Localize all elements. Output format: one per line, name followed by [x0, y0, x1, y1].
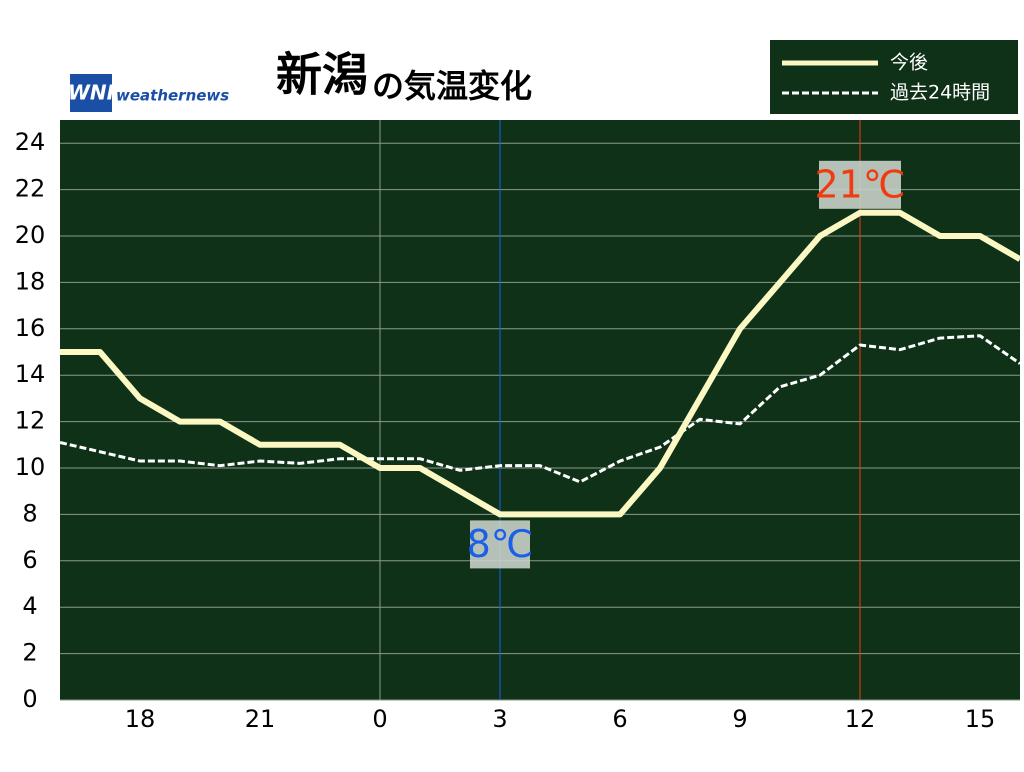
y-tick-label: 20 — [15, 221, 46, 249]
logo-mark: WNI — [68, 81, 115, 105]
y-tick-label: 6 — [22, 546, 37, 574]
chart-subtitle: の気温変化 — [372, 67, 532, 105]
y-tick-label: 14 — [15, 360, 46, 388]
x-tick-label: 6 — [612, 705, 627, 733]
logo-mark-box — [70, 74, 112, 112]
logo-name: weathernews — [116, 87, 229, 105]
y-tick-label: 12 — [15, 407, 46, 435]
y-tick-label: 8 — [22, 499, 37, 527]
annotation-label: 8℃ — [467, 522, 534, 566]
legend-label: 過去24時間 — [890, 82, 990, 104]
annotation-box — [819, 160, 901, 209]
y-tick-label: 16 — [15, 314, 46, 342]
series-line — [60, 209, 1022, 518]
y-tick-label: 0 — [22, 685, 37, 713]
series-line — [59, 334, 1021, 484]
y-tick-label: 10 — [15, 453, 46, 481]
annotation-label: 21℃ — [814, 162, 905, 206]
x-tick-label: 18 — [125, 705, 156, 733]
x-tick-label: 0 — [372, 705, 387, 733]
y-tick-label: 18 — [15, 267, 46, 295]
y-tick-label: 22 — [15, 175, 46, 203]
chart-title: 新潟 — [276, 48, 368, 102]
legend-label: 今後 — [890, 52, 928, 74]
y-tick-label: 4 — [22, 592, 37, 620]
x-tick-label: 21 — [245, 705, 276, 733]
x-tick-label: 12 — [845, 705, 876, 733]
y-tick-label: 24 — [15, 128, 46, 156]
x-tick-label: 3 — [492, 705, 507, 733]
x-tick-label: 15 — [965, 705, 996, 733]
y-tick-label: 2 — [22, 639, 37, 667]
legend-box — [770, 40, 1018, 114]
x-tick-label: 9 — [732, 705, 747, 733]
annotation-box — [470, 520, 530, 569]
